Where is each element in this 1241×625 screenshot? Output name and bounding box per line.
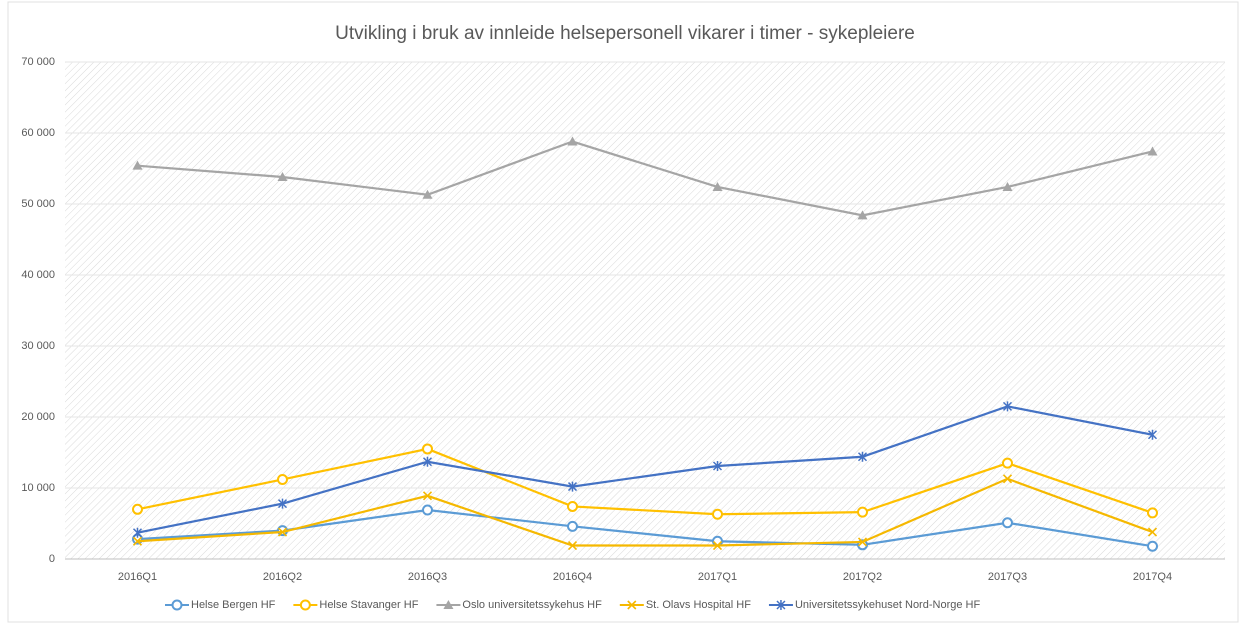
- y-tick-label: 40 000: [21, 269, 55, 281]
- point: [567, 500, 578, 512]
- x-tick-label: 2017Q1: [698, 571, 737, 583]
- y-tick-label: 70 000: [21, 56, 55, 68]
- point: [422, 504, 433, 516]
- series-line: [137, 508, 1153, 548]
- point: [857, 210, 868, 220]
- point: [1002, 181, 1013, 191]
- point: [132, 503, 143, 515]
- point: [1002, 474, 1013, 484]
- point: [132, 527, 143, 538]
- point: [277, 498, 288, 509]
- point: [1002, 401, 1013, 412]
- x-tick-label: 2016Q2: [263, 571, 302, 583]
- point: [776, 600, 786, 610]
- point: [299, 599, 311, 611]
- legend-label: Oslo universitetssykehus HF: [462, 599, 602, 611]
- chart-frame: [7, 1, 1239, 623]
- point: [567, 520, 578, 532]
- point: [132, 536, 143, 546]
- point: [857, 537, 868, 547]
- point: [857, 451, 868, 462]
- x-tick-label: 2016Q3: [408, 571, 447, 583]
- x-tick-label: 2017Q2: [843, 571, 882, 583]
- y-tick-label: 60 000: [21, 127, 55, 139]
- point: [712, 181, 723, 191]
- x-tick-label: 2017Q3: [988, 571, 1027, 583]
- point: [422, 189, 433, 199]
- point: [1147, 146, 1158, 156]
- point: [422, 456, 433, 467]
- point: [132, 160, 143, 170]
- y-tick-label: 50 000: [21, 198, 55, 210]
- legend-label: St. Olavs Hospital HF: [646, 599, 751, 611]
- x-tick-label: 2016Q1: [118, 571, 157, 583]
- point: [277, 172, 288, 182]
- legend-label: Helse Stavanger HF: [319, 599, 418, 611]
- point: [1147, 527, 1158, 537]
- plot-area: [65, 62, 1225, 559]
- point: [443, 600, 454, 609]
- legend-label: Helse Bergen HF: [191, 599, 276, 611]
- y-tick-label: 0: [49, 553, 55, 565]
- point: [567, 481, 578, 492]
- point: [277, 527, 288, 537]
- point: [712, 508, 723, 520]
- y-tick-label: 10 000: [21, 482, 55, 494]
- point: [627, 600, 637, 610]
- point: [712, 460, 723, 471]
- point: [422, 443, 433, 455]
- point: [422, 491, 433, 501]
- point: [277, 473, 288, 485]
- series-line: [137, 140, 1153, 217]
- chart-title: Utvikling i bruk av innleide helseperson…: [335, 23, 915, 44]
- point: [171, 599, 183, 611]
- series-line: [137, 447, 1153, 516]
- point: [712, 540, 723, 551]
- x-tick-label: 2016Q4: [553, 571, 592, 583]
- x-tick-label: 2017Q4: [1133, 571, 1172, 583]
- point: [567, 540, 578, 551]
- y-tick-label: 20 000: [21, 411, 55, 423]
- y-tick-label: 30 000: [21, 340, 55, 352]
- point: [1002, 457, 1013, 469]
- point: [567, 136, 578, 146]
- series-line: [137, 405, 1153, 534]
- point: [1147, 507, 1158, 519]
- point: [1147, 429, 1158, 440]
- legend-label: Universitetssykehuset Nord-Norge HF: [795, 599, 981, 611]
- point: [857, 506, 868, 518]
- series-line: [137, 477, 1153, 547]
- point: [1147, 540, 1158, 552]
- point: [1002, 517, 1013, 529]
